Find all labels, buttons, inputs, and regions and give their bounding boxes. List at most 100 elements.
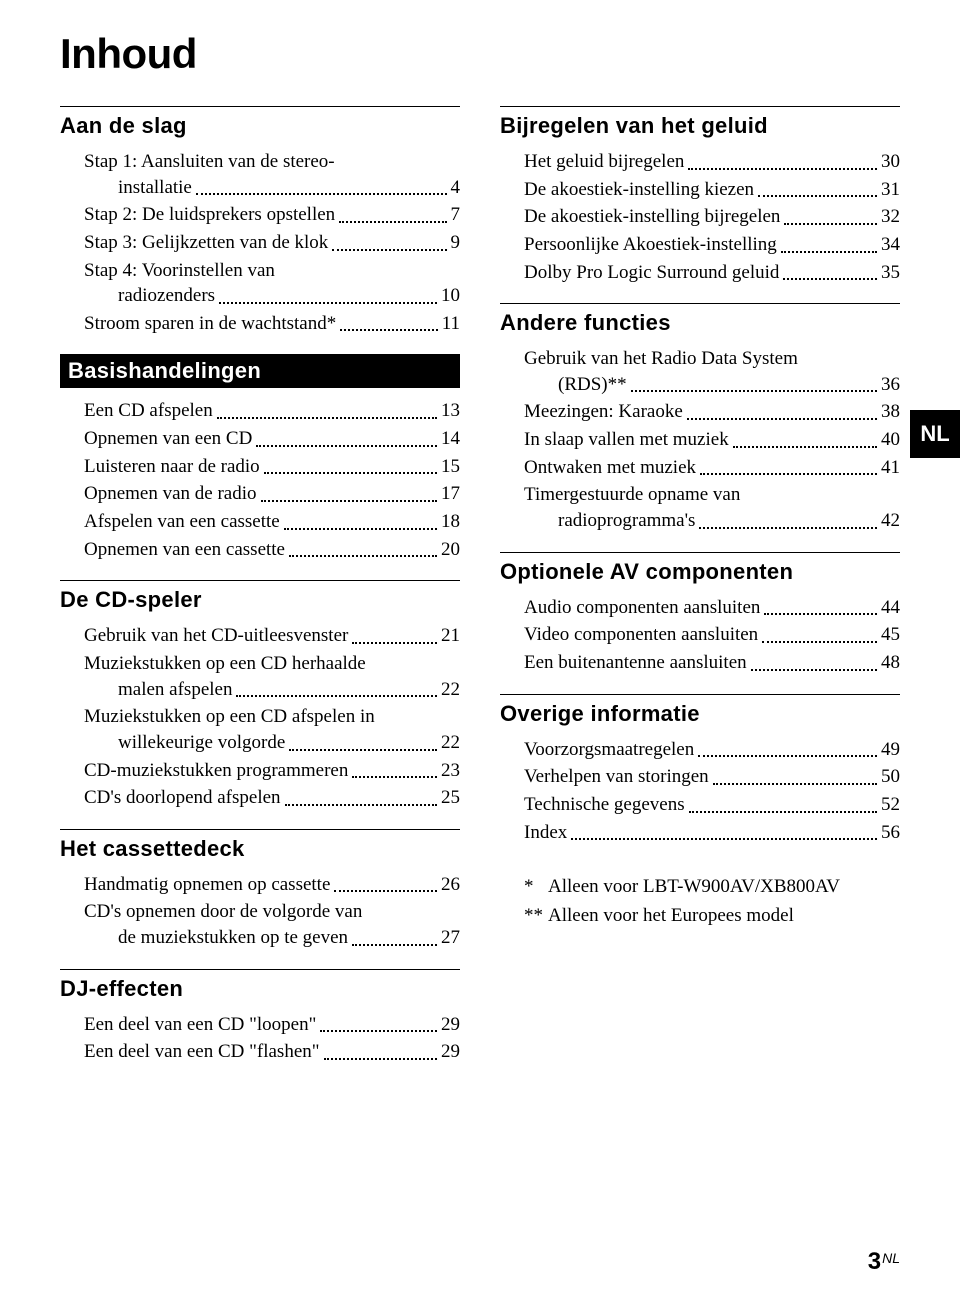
toc-entry-label: willekeurige volgorde [118, 730, 285, 756]
toc-entry-page: 21 [441, 623, 460, 649]
toc-entry: Technische gegevens52 [524, 792, 900, 818]
section-heading: Andere functies [500, 303, 900, 336]
toc-entry-page: 25 [441, 785, 460, 811]
toc-entry-page: 48 [881, 650, 900, 676]
toc-entry: In slaap vallen met muziek40 [524, 427, 900, 453]
toc-entry-page: 7 [451, 202, 461, 228]
toc-entry: Stroom sparen in de wachtstand*11 [84, 311, 460, 337]
toc-entry-page: 36 [881, 372, 900, 398]
toc-entry-label: CD's opnemen door de volgorde van [84, 899, 460, 925]
toc-entry-page: 49 [881, 737, 900, 763]
toc-entry: Een deel van een CD "flashen"29 [84, 1039, 460, 1065]
toc-entry-page: 32 [881, 204, 900, 230]
toc-entry: Opnemen van een CD14 [84, 426, 460, 452]
toc-entry: Persoonlijke Akoestiek-instelling34 [524, 232, 900, 258]
toc-columns: Aan de slagStap 1: Aansluiten van de ste… [60, 106, 900, 1067]
toc-entry-label: Muziekstukken op een CD afspelen in [84, 704, 460, 730]
toc-entry-label: Timergestuurde opname van [524, 482, 900, 508]
toc-entry-page: 52 [881, 792, 900, 818]
leader-dots [264, 472, 437, 474]
footnote: *Alleen voor LBT-W900AV/XB800AV [524, 873, 900, 902]
toc-entry-page: 22 [441, 730, 460, 756]
page-title: Inhoud [60, 30, 900, 78]
toc-entry-page: 4 [451, 175, 461, 201]
toc-entry-continuation: willekeurige volgorde 22 [84, 730, 460, 756]
toc-entry-page: 41 [881, 455, 900, 481]
footnote-text: Alleen voor LBT-W900AV/XB800AV [548, 873, 840, 902]
toc-entry: Gebruik van het CD-uitleesvenster21 [84, 623, 460, 649]
leader-dots [332, 249, 446, 251]
leader-dots [713, 783, 877, 785]
toc-entry: De akoestiek-instelling kiezen31 [524, 177, 900, 203]
toc-entry-page: 44 [881, 595, 900, 621]
leader-dots [289, 749, 437, 751]
toc-entry-page: 20 [441, 537, 460, 563]
toc-entry-page: 10 [441, 283, 460, 309]
leader-dots [571, 838, 877, 840]
section-heading: Basishandelingen [60, 354, 460, 388]
footnotes: *Alleen voor LBT-W900AV/XB800AV**Alleen … [500, 873, 900, 930]
leader-dots [783, 278, 877, 280]
toc-entry: Een deel van een CD "loopen" 29 [84, 1012, 460, 1038]
toc-entry: CD-muziekstukken programmeren23 [84, 758, 460, 784]
page-footer: 3NL [868, 1248, 900, 1276]
toc-entry-label: Index [524, 820, 567, 846]
toc-entry: Opnemen van een cassette20 [84, 537, 460, 563]
toc-entry-continuation: radiozenders10 [84, 283, 460, 309]
toc-entry: CD's opnemen door de volgorde vande muzi… [84, 899, 460, 950]
section-heading: DJ-effecten [60, 969, 460, 1002]
toc-entry-continuation: radioprogramma's42 [524, 508, 900, 534]
toc-entry-label: de muziekstukken op te geven [118, 925, 348, 951]
leader-dots [733, 446, 877, 448]
toc-entry-page: 22 [441, 677, 460, 703]
leader-dots [700, 473, 877, 475]
toc-entry-continuation: de muziekstukken op te geven 27 [84, 925, 460, 951]
toc-entry-page: 29 [441, 1012, 460, 1038]
footnote-text: Alleen voor het Europees model [548, 902, 794, 931]
toc-entry-continuation: (RDS)** 36 [524, 372, 900, 398]
toc-entry-label: CD-muziekstukken programmeren [84, 758, 348, 784]
toc-entry-label: Muziekstukken op een CD herhaalde [84, 651, 460, 677]
leader-dots [352, 642, 437, 644]
section-heading: Overige informatie [500, 694, 900, 727]
toc-entry: Stap 1: Aansluiten van de stereo-install… [84, 149, 460, 200]
toc-entry: Verhelpen van storingen50 [524, 764, 900, 790]
toc-entry-label: Een deel van een CD "loopen" [84, 1012, 316, 1038]
toc-entry-label: Persoonlijke Akoestiek-instelling [524, 232, 777, 258]
section-entries: Een CD afspelen13Opnemen van een CD14Lui… [60, 398, 460, 562]
toc-entry-page: 27 [441, 925, 460, 951]
footnote: **Alleen voor het Europees model [524, 902, 900, 931]
leader-dots [764, 613, 877, 615]
leader-dots [751, 669, 877, 671]
toc-entry-label: De akoestiek-instelling bijregelen [524, 204, 780, 230]
toc-entry-label: Audio componenten aansluiten [524, 595, 760, 621]
toc-entry-page: 42 [881, 508, 900, 534]
toc-entry: Timergestuurde opname vanradioprogramma'… [524, 482, 900, 533]
toc-left-column: Aan de slagStap 1: Aansluiten van de ste… [60, 106, 460, 1067]
toc-right-column: Bijregelen van het geluidHet geluid bijr… [500, 106, 900, 1067]
section-entries: Audio componenten aansluiten44Video comp… [500, 595, 900, 676]
toc-entry-page: 35 [881, 260, 900, 286]
toc-entry-page: 29 [441, 1039, 460, 1065]
toc-entry-label: malen afspelen [118, 677, 232, 703]
leader-dots [196, 193, 447, 195]
toc-entry: Audio componenten aansluiten 44 [524, 595, 900, 621]
toc-entry-page: 45 [881, 622, 900, 648]
toc-entry: Index56 [524, 820, 900, 846]
toc-entry-label: Handmatig opnemen op cassette [84, 872, 330, 898]
toc-entry-page: 9 [451, 230, 461, 256]
leader-dots [324, 1058, 437, 1060]
leader-dots [758, 195, 877, 197]
toc-entry: Dolby Pro Logic Surround geluid35 [524, 260, 900, 286]
toc-entry: CD's doorlopend afspelen25 [84, 785, 460, 811]
toc-entry-label: Het geluid bijregelen [524, 149, 684, 175]
toc-entry-page: 26 [441, 872, 460, 898]
leader-dots [217, 417, 437, 419]
toc-entry-label: (RDS)** [558, 372, 627, 398]
leader-dots [698, 755, 877, 757]
leader-dots [289, 555, 437, 557]
leader-dots [784, 223, 877, 225]
footnote-mark: * [524, 873, 548, 902]
toc-entry: Stap 2: De luidsprekers opstellen7 [84, 202, 460, 228]
leader-dots [320, 1030, 437, 1032]
